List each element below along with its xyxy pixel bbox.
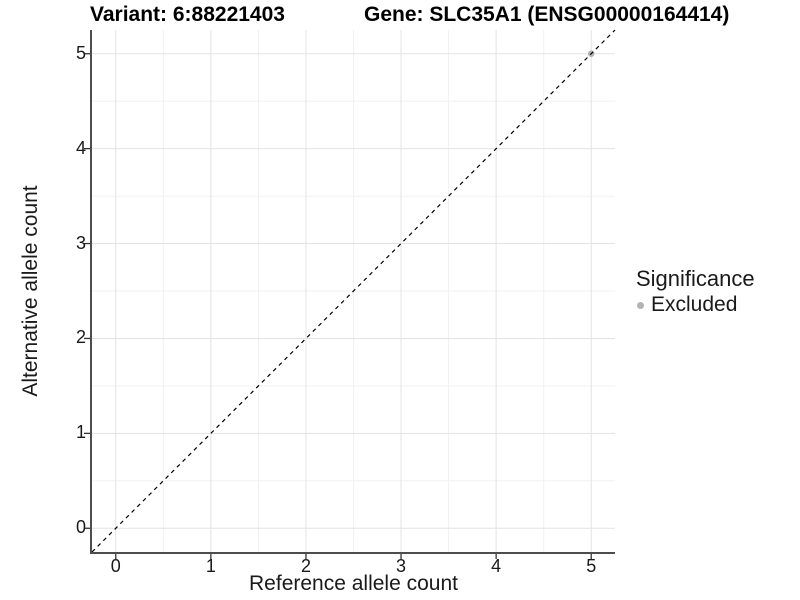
x-tick-label: 4 xyxy=(491,556,502,576)
identity-line xyxy=(91,29,616,553)
x-tick-label: 3 xyxy=(396,556,407,576)
y-tick-label: 3 xyxy=(75,232,86,253)
x-axis-title: Reference allele count xyxy=(249,572,458,595)
y-tick-label: 5 xyxy=(75,42,86,63)
legend-point-icon xyxy=(637,301,644,309)
plot-panel xyxy=(84,29,616,559)
y-tick-label: 0 xyxy=(75,517,86,538)
legend-title: Significance xyxy=(636,266,755,291)
y-tick-label: 1 xyxy=(75,422,86,443)
plot-title-gene: Gene: SLC35A1 (ENSG00000164414) xyxy=(364,3,730,26)
y-axis-title: Alternative allele count xyxy=(19,185,42,397)
legend: Significance Excluded xyxy=(636,266,755,317)
y-tick-label: 4 xyxy=(75,137,86,158)
legend-entry-excluded: Excluded xyxy=(636,293,755,317)
x-tick-label: 2 xyxy=(300,556,311,576)
x-tick-label: 5 xyxy=(586,556,597,576)
plot-title-variant: Variant: 6:88221403 xyxy=(90,3,285,26)
x-tick-label: 1 xyxy=(205,556,216,576)
x-tick-label: 0 xyxy=(110,556,121,576)
legend-entry-label: Excluded xyxy=(651,293,738,316)
y-tick-label: 2 xyxy=(75,327,86,348)
